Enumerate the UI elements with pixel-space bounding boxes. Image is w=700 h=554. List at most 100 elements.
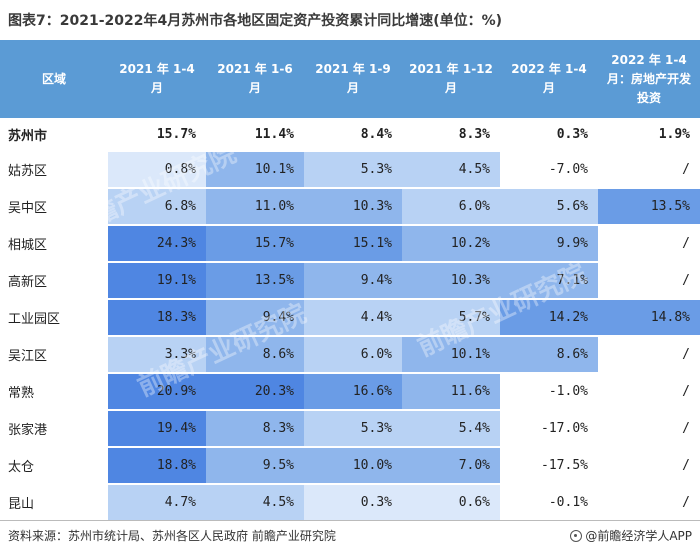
- value-cell: 10.0%: [304, 447, 402, 485]
- value-cell: 4.4%: [304, 299, 402, 337]
- value-cell: 11.6%: [402, 373, 500, 411]
- region-label: 常熟: [0, 373, 108, 411]
- value-cell: /: [598, 336, 700, 374]
- value-cell: -1.0%: [500, 373, 598, 411]
- value-cell: 4.7%: [108, 484, 206, 522]
- value-cell: 9.9%: [500, 225, 598, 263]
- value-cell: 10.3%: [304, 188, 402, 226]
- region-label: 工业园区: [0, 299, 108, 337]
- value-cell: 6.0%: [304, 336, 402, 374]
- value-cell: 0.3%: [500, 118, 598, 152]
- table-row: 工业园区 18.3% 9.4% 4.4% 5.7% 14.2% 14.8%: [0, 299, 700, 337]
- value-cell: 8.6%: [206, 336, 304, 374]
- investment-growth-table: 区域 2021 年 1-4 月 2021 年 1-6 月 2021 年 1-9 月 20…: [0, 40, 700, 522]
- value-cell: /: [598, 225, 700, 263]
- region-label: 吴江区: [0, 336, 108, 374]
- value-cell: 20.9%: [108, 373, 206, 411]
- value-cell: 15.1%: [304, 225, 402, 263]
- value-cell: 9.5%: [206, 447, 304, 485]
- region-label: 相城区: [0, 225, 108, 263]
- region-label: 昆山: [0, 484, 108, 522]
- value-cell: 10.1%: [402, 336, 500, 374]
- value-cell: 8.4%: [304, 118, 402, 152]
- brand-text: @前瞻经济学人APP: [585, 529, 692, 543]
- table-row: 常熟 20.9% 20.3% 16.6% 11.6% -1.0% /: [0, 373, 700, 411]
- value-cell: 8.3%: [206, 410, 304, 448]
- value-cell: 10.3%: [402, 262, 500, 300]
- value-cell: /: [598, 373, 700, 411]
- region-label: 姑苏区: [0, 151, 108, 189]
- column-header-region: 区域: [0, 40, 108, 118]
- value-cell: 14.2%: [500, 299, 598, 337]
- value-cell: 3.3%: [108, 336, 206, 374]
- value-cell: 9.4%: [206, 299, 304, 337]
- region-label: 吴中区: [0, 188, 108, 226]
- table-body: 苏州市 15.7% 11.4% 8.4% 8.3% 0.3% 1.9% 姑苏区 0.8% 10.1…: [0, 118, 700, 522]
- value-cell: -17.0%: [500, 410, 598, 448]
- value-cell: 8.3%: [402, 118, 500, 152]
- table-row: 吴中区 6.8% 11.0% 10.3% 6.0% 5.6% 13.5%: [0, 188, 700, 226]
- value-cell: -7.0%: [500, 151, 598, 189]
- value-cell: 5.6%: [500, 188, 598, 226]
- value-cell: 6.0%: [402, 188, 500, 226]
- value-cell: 18.3%: [108, 299, 206, 337]
- region-label: 太仓: [0, 447, 108, 485]
- value-cell: 13.5%: [598, 188, 700, 226]
- value-cell: 11.0%: [206, 188, 304, 226]
- value-cell: 9.4%: [304, 262, 402, 300]
- table-row: 苏州市 15.7% 11.4% 8.4% 8.3% 0.3% 1.9%: [0, 118, 700, 152]
- value-cell: 14.8%: [598, 299, 700, 337]
- value-cell: 18.8%: [108, 447, 206, 485]
- value-cell: 16.6%: [304, 373, 402, 411]
- value-cell: 4.5%: [206, 484, 304, 522]
- footer-divider: [0, 520, 700, 521]
- value-cell: 11.4%: [206, 118, 304, 152]
- value-cell: /: [598, 410, 700, 448]
- value-cell: 19.4%: [108, 410, 206, 448]
- value-cell: 15.7%: [206, 225, 304, 263]
- table-row: 姑苏区 0.8% 10.1% 5.3% 4.5% -7.0% /: [0, 151, 700, 189]
- value-cell: 10.2%: [402, 225, 500, 263]
- column-header-2: 2021 年 1-6 月: [206, 40, 304, 118]
- value-cell: /: [598, 484, 700, 522]
- value-cell: 5.3%: [304, 151, 402, 189]
- region-label: 张家港: [0, 410, 108, 448]
- column-header-4: 2021 年 1-12 月: [402, 40, 500, 118]
- brand-label: @前瞻经济学人APP: [570, 527, 692, 544]
- chart-title: 图表7：2021-2022年4月苏州市各地区固定资产投资累计同比增速(单位：%): [8, 13, 503, 29]
- table-row: 相城区 24.3% 15.7% 15.1% 10.2% 9.9% /: [0, 225, 700, 263]
- region-label: 高新区: [0, 262, 108, 300]
- value-cell: /: [598, 151, 700, 189]
- value-cell: 5.7%: [402, 299, 500, 337]
- value-cell: 7.1%: [500, 262, 598, 300]
- value-cell: 0.3%: [304, 484, 402, 522]
- region-label: 苏州市: [0, 118, 108, 152]
- value-cell: -17.5%: [500, 447, 598, 485]
- value-cell: 4.5%: [402, 151, 500, 189]
- value-cell: 7.0%: [402, 447, 500, 485]
- table-row: 吴江区 3.3% 8.6% 6.0% 10.1% 8.6% /: [0, 336, 700, 374]
- table-row: 昆山 4.7% 4.5% 0.3% 0.6% -0.1% /: [0, 484, 700, 522]
- value-cell: 0.8%: [108, 151, 206, 189]
- value-cell: 24.3%: [108, 225, 206, 263]
- value-cell: /: [598, 262, 700, 300]
- column-header-5: 2022 年 1-4 月: [500, 40, 598, 118]
- brand-icon: [570, 530, 583, 542]
- value-cell: 5.3%: [304, 410, 402, 448]
- source-note: 资料来源：苏州市统计局、苏州各区人民政府 前瞻产业研究院: [8, 529, 336, 543]
- value-cell: 0.6%: [402, 484, 500, 522]
- value-cell: /: [598, 447, 700, 485]
- table-row: 张家港 19.4% 8.3% 5.3% 5.4% -17.0% /: [0, 410, 700, 448]
- value-cell: -0.1%: [500, 484, 598, 522]
- value-cell: 1.9%: [598, 118, 700, 152]
- column-header-3: 2021 年 1-9 月: [304, 40, 402, 118]
- column-header-6: 2022 年 1-4 月：房地产开发投资: [598, 40, 700, 118]
- value-cell: 19.1%: [108, 262, 206, 300]
- value-cell: 15.7%: [108, 118, 206, 152]
- table-row: 高新区 19.1% 13.5% 9.4% 10.3% 7.1% /: [0, 262, 700, 300]
- value-cell: 5.4%: [402, 410, 500, 448]
- value-cell: 8.6%: [500, 336, 598, 374]
- value-cell: 6.8%: [108, 188, 206, 226]
- column-header-1: 2021 年 1-4 月: [108, 40, 206, 118]
- value-cell: 20.3%: [206, 373, 304, 411]
